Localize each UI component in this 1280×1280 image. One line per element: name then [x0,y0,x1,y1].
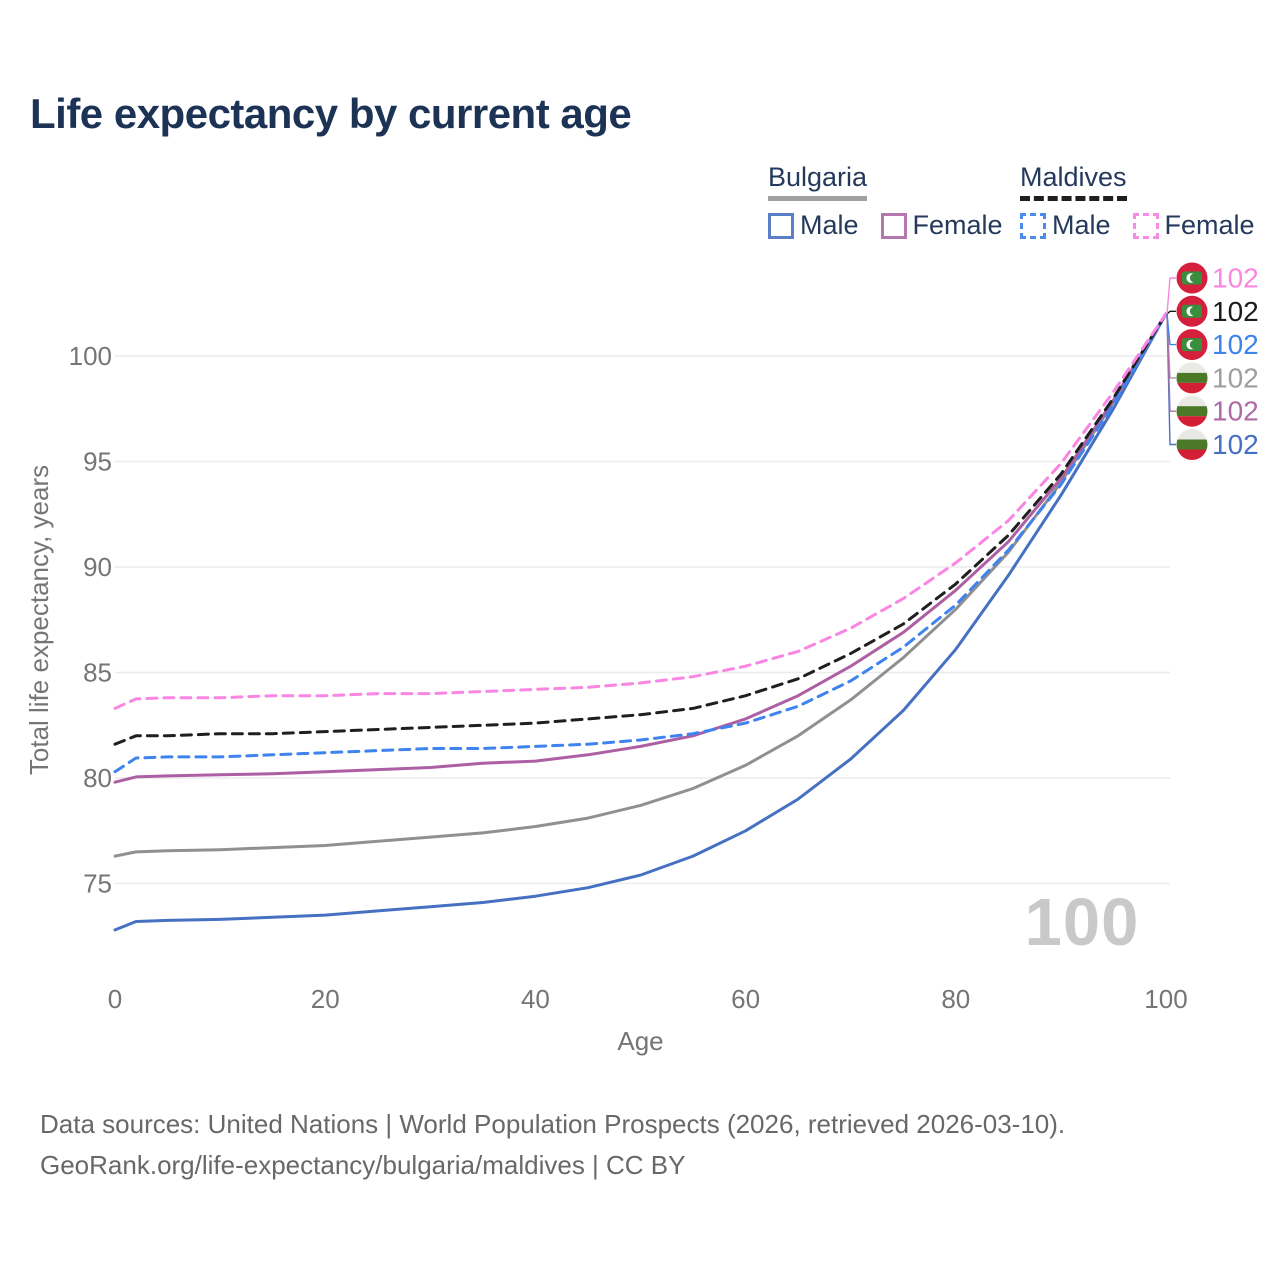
series-line-maldives-total[interactable] [113,312,1168,746]
series-end-value-maldives-total: 102 [1212,296,1259,327]
legend-group-bulgaria: Bulgaria Male Female [768,162,1025,241]
x-tick-label: 100 [1144,984,1187,1014]
maldives-flag-icon [1176,295,1208,327]
series-end-value-bulgaria-total: 102 [1212,362,1259,393]
legend-item-label: Male [1052,210,1111,240]
series-end-value-bulgaria-female: 102 [1212,396,1259,427]
legend-header-bulgaria[interactable]: Bulgaria [768,162,868,201]
x-tick-label: 20 [311,984,340,1014]
series-end-value-maldives-male: 102 [1212,329,1259,360]
maldives-flag-icon [1176,329,1208,361]
y-tick-label: 100 [69,341,112,371]
y-tick-label: 85 [83,658,112,688]
bulgaria-flag-icon [1176,395,1208,427]
legend-item-bulgaria-female[interactable]: Female [880,210,1003,241]
legend-group-maldives: Maldives Male Female [1020,162,1277,241]
label-connector [1166,313,1176,346]
y-tick-label: 80 [83,763,112,793]
series-line-maldives-female[interactable] [113,312,1168,710]
label-connector [1166,313,1176,412]
x-tick-label: 0 [108,984,122,1014]
series-line-bulgaria-male[interactable] [113,312,1168,932]
series-line-bulgaria-total[interactable] [113,312,1168,858]
x-tick-label: 80 [941,984,970,1014]
series-end-value-bulgaria-male: 102 [1212,429,1259,460]
legend-header-maldives[interactable]: Maldives [1020,162,1127,201]
maldives-male-swatch-icon [1020,212,1046,239]
x-axis-title: Age [617,1026,663,1056]
bulgaria-male-swatch-icon [768,212,794,239]
x-tick-label: 60 [731,984,760,1014]
series-end-value-maldives-female: 102 [1212,263,1259,294]
bulgaria-female-swatch-icon [880,212,907,239]
label-connector [1166,277,1176,315]
legend-item-maldives-male[interactable]: Male [1020,210,1111,241]
legend-item-bulgaria-male[interactable]: Male [768,210,859,241]
maldives-flag-icon [1176,262,1208,294]
bulgaria-flag-icon [1176,429,1208,460]
legend-item-label: Female [912,210,1003,240]
bulgaria-flag-icon [1176,362,1208,394]
age-watermark: 100 [1024,885,1140,960]
data-sources-line: Data sources: United Nations | World Pop… [40,1109,1066,1139]
label-connector [1166,310,1176,315]
page-title: Life expectancy by current age [30,90,632,137]
y-tick-label: 90 [83,552,112,582]
x-tick-label: 40 [521,984,550,1014]
footer: Data sources: United Nations | World Pop… [40,1104,1065,1186]
series-line-bulgaria-female[interactable] [113,312,1168,784]
maldives-female-swatch-icon [1132,212,1159,239]
series-line-maldives-male[interactable] [113,312,1168,774]
y-tick-label: 95 [83,447,112,477]
attribution-line: GeoRank.org/life-expectancy/bulgaria/mal… [40,1150,686,1180]
y-axis-title: Total life expectancy, years [24,465,54,775]
legend-item-maldives-female[interactable]: Female [1132,210,1255,241]
y-tick-label: 75 [83,869,112,899]
legend-item-label: Male [800,210,859,240]
legend-item-label: Female [1164,210,1255,240]
